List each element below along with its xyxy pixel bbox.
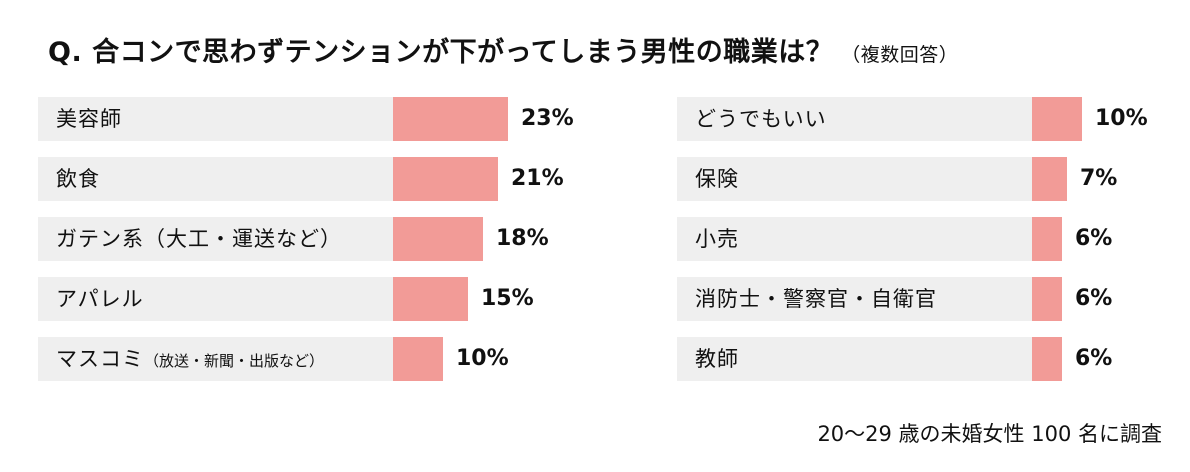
bar [1032, 337, 1062, 381]
bar-row: どうでもいい 10% [677, 97, 1190, 141]
bar-row-background [677, 217, 1032, 261]
bar [393, 97, 508, 141]
bar-row: ガテン系（大工・運送など） 18% [38, 217, 618, 261]
category-label: 小売 [695, 217, 739, 261]
bar [393, 277, 468, 321]
category-label: 消防士・警察官・自衛官 [695, 277, 937, 321]
bar-row: マスコミ（放送・新聞・出版など） 10% [38, 337, 618, 381]
value-label: 6% [1075, 346, 1113, 371]
survey-footnote: 20〜29 歳の未婚女性 100 名に調査 [817, 422, 1162, 446]
value-label: 18% [496, 226, 549, 251]
bar-row-background [38, 337, 393, 381]
category-label-main: 美容師 [56, 107, 122, 131]
bar-row: 保険 7% [677, 157, 1190, 201]
category-label: 教師 [695, 337, 739, 381]
value-label: 15% [481, 286, 534, 311]
bar-row-background [38, 217, 393, 261]
category-label-sub: （放送・新聞・出版など） [144, 352, 325, 370]
bar [1032, 217, 1062, 261]
bar-row: アパレル 15% [38, 277, 618, 321]
bar-row-background [677, 337, 1032, 381]
category-label: 美容師 [56, 97, 122, 141]
value-label: 23% [521, 106, 574, 131]
bar-row-background [677, 157, 1032, 201]
category-label-main: アパレル [56, 287, 144, 311]
category-label: ガテン系（大工・運送など） [56, 217, 342, 261]
bar [393, 217, 483, 261]
category-label: どうでもいい [695, 97, 827, 141]
bar-chart-left: 美容師 23% 飲食 21% ガテン系（大工・運送など） 18% アパレル 15% マスコミ（放… [38, 97, 618, 397]
value-label: 6% [1075, 286, 1113, 311]
category-label-main: 保険 [695, 167, 739, 191]
bar-row-background [38, 277, 393, 321]
bar [1032, 97, 1082, 141]
bar-row: 小売 6% [677, 217, 1190, 261]
bar-row: 消防士・警察官・自衛官 6% [677, 277, 1190, 321]
value-label: 21% [511, 166, 564, 191]
category-label-main: どうでもいい [695, 107, 827, 131]
bar [393, 157, 498, 201]
category-label-main: 消防士・警察官・自衛官 [695, 287, 937, 311]
bar-row: 教師 6% [677, 337, 1190, 381]
value-label: 10% [456, 346, 509, 371]
chart-title: Q. 合コンで思わずテンションが下がってしまう男性の職業は？ （複数回答） [48, 30, 958, 69]
bar-row: 飲食 21% [38, 157, 618, 201]
category-label: 飲食 [56, 157, 100, 201]
bar-row-background [677, 97, 1032, 141]
category-label: 保険 [695, 157, 739, 201]
bar-row-background [677, 277, 1032, 321]
bar-row: 美容師 23% [38, 97, 618, 141]
chart-title-note: （複数回答） [841, 44, 959, 66]
chart-title-main: Q. 合コンで思わずテンションが下がってしまう男性の職業は？ [48, 37, 834, 68]
category-label-main: 飲食 [56, 167, 100, 191]
bar-row-background [38, 157, 393, 201]
bar-chart-right: どうでもいい 10% 保険 7% 小売 6% 消防士・警察官・自衛官 6% 教師 6% [677, 97, 1190, 397]
value-label: 10% [1095, 106, 1148, 131]
category-label-main: 教師 [695, 347, 739, 371]
value-label: 6% [1075, 226, 1113, 251]
category-label: マスコミ（放送・新聞・出版など） [56, 337, 324, 381]
category-label-main: マスコミ [56, 347, 144, 371]
bar-row-background [38, 97, 393, 141]
category-label-main: ガテン系（大工・運送など） [56, 227, 342, 251]
bar [1032, 277, 1062, 321]
category-label: アパレル [56, 277, 144, 321]
bar [393, 337, 443, 381]
value-label: 7% [1080, 166, 1118, 191]
bar [1032, 157, 1067, 201]
category-label-main: 小売 [695, 227, 739, 251]
